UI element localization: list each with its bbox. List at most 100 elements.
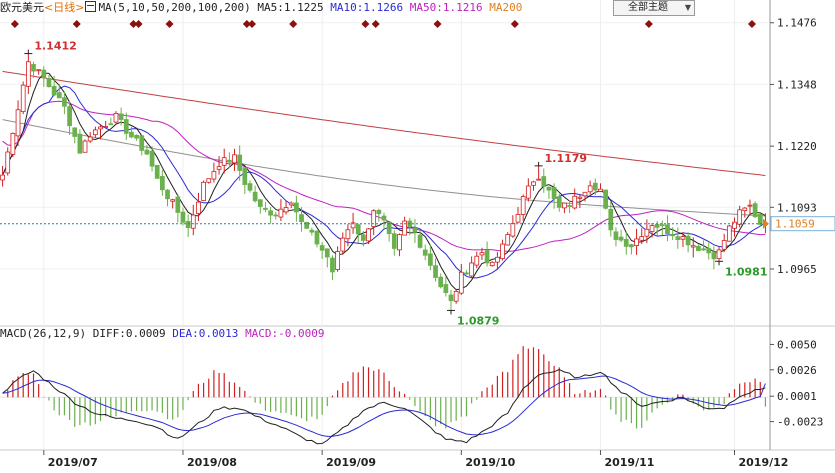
candle-5[interactable] [25, 53, 31, 94]
candle-134[interactable] [690, 237, 696, 258]
candle-30[interactable] [154, 164, 160, 179]
candle-16[interactable] [82, 139, 88, 153]
candle-142[interactable] [732, 217, 737, 237]
candle-45[interactable] [232, 148, 237, 171]
candle-117[interactable] [603, 189, 608, 210]
event-diamond-icon[interactable] [747, 20, 756, 28]
candle-115[interactable] [592, 178, 598, 196]
candle-19[interactable] [98, 124, 103, 140]
candle-1[interactable] [5, 147, 11, 176]
candle-108[interactable] [556, 193, 562, 212]
period-label[interactable]: <日线> [44, 1, 85, 14]
candle-145[interactable] [747, 199, 753, 216]
candle-130[interactable] [670, 227, 676, 240]
candle-80[interactable] [412, 219, 418, 243]
candle-138[interactable] [711, 246, 717, 270]
candle-40[interactable] [206, 178, 212, 184]
candle-52[interactable] [268, 206, 273, 224]
candle-126[interactable] [649, 223, 655, 238]
candle-39[interactable] [201, 180, 206, 201]
candle-59[interactable] [304, 221, 310, 229]
candle-44[interactable] [227, 152, 232, 169]
candle-61[interactable] [314, 229, 320, 248]
candle-111[interactable] [572, 188, 578, 210]
candle-114[interactable] [587, 180, 593, 195]
candle-54[interactable] [278, 199, 284, 222]
candle-95[interactable] [489, 261, 495, 267]
candle-70[interactable] [361, 231, 366, 247]
candle-69[interactable] [355, 223, 361, 243]
candle-13[interactable] [67, 100, 72, 135]
candle-49[interactable] [252, 185, 258, 203]
candle-116[interactable] [598, 183, 603, 193]
event-diamond-icon[interactable] [10, 20, 19, 28]
candle-11[interactable] [56, 83, 62, 99]
candle-63[interactable] [324, 248, 330, 268]
event-diamond-icon[interactable] [72, 20, 81, 28]
candle-84[interactable] [433, 258, 438, 282]
event-diamond-icon[interactable] [510, 20, 519, 28]
candle-129[interactable] [665, 215, 670, 242]
event-diamond-icon[interactable] [644, 20, 653, 28]
candle-57[interactable] [294, 195, 299, 222]
candle-107[interactable] [551, 183, 557, 209]
candle-35[interactable] [180, 207, 186, 226]
candle-22[interactable] [113, 111, 119, 125]
candle-50[interactable] [257, 199, 263, 214]
candle-34[interactable] [175, 193, 181, 223]
candle-87[interactable] [448, 290, 454, 311]
candle-90[interactable] [464, 270, 469, 275]
candle-113[interactable] [582, 191, 588, 202]
candle-7[interactable] [36, 69, 42, 75]
candle-118[interactable] [608, 200, 614, 237]
candle-112[interactable] [577, 193, 583, 209]
candle-146[interactable] [752, 201, 758, 218]
candle-41[interactable] [211, 162, 217, 183]
candle-132[interactable] [680, 232, 686, 247]
event-diamond-icon[interactable] [129, 20, 138, 28]
candle-81[interactable] [417, 230, 423, 249]
event-diamond-icon[interactable] [289, 20, 298, 28]
candle-135[interactable] [696, 244, 701, 252]
candle-0[interactable] [0, 165, 5, 187]
event-diamond-icon[interactable] [247, 20, 256, 28]
candle-43[interactable] [221, 148, 227, 174]
candle-97[interactable] [500, 239, 505, 261]
candle-55[interactable] [283, 201, 289, 215]
candle-85[interactable] [438, 273, 444, 289]
candle-124[interactable] [639, 228, 645, 245]
candle-9[interactable] [46, 74, 52, 88]
candle-67[interactable] [345, 224, 351, 247]
candle-106[interactable] [546, 186, 552, 200]
candle-77[interactable] [397, 233, 402, 257]
candle-4[interactable] [20, 81, 26, 115]
candle-71[interactable] [366, 227, 371, 244]
candle-143[interactable] [737, 205, 743, 228]
event-diamond-icon[interactable] [361, 20, 370, 28]
candle-60[interactable] [309, 227, 315, 236]
candle-140[interactable] [721, 233, 727, 253]
candle-51[interactable] [263, 201, 268, 213]
candle-46[interactable] [237, 145, 243, 181]
candle-65[interactable] [335, 246, 340, 272]
theme-dropdown[interactable]: 全部主题 ▼ [613, 0, 695, 16]
candle-37[interactable] [190, 204, 196, 236]
candle-24[interactable] [123, 112, 129, 140]
candlestick-series[interactable] [0, 53, 768, 311]
candle-89[interactable] [458, 263, 464, 295]
candle-72[interactable] [371, 209, 377, 236]
candle-25[interactable] [129, 126, 134, 139]
candle-3[interactable] [15, 100, 21, 146]
candle-42[interactable] [216, 156, 222, 175]
candle-147[interactable] [757, 213, 763, 227]
candle-136[interactable] [701, 240, 706, 251]
event-diamond-icon[interactable] [134, 20, 143, 28]
candle-105[interactable] [541, 168, 547, 193]
candle-83[interactable] [428, 244, 433, 271]
candle-102[interactable] [525, 178, 531, 202]
candle-123[interactable] [634, 228, 639, 255]
candle-27[interactable] [139, 135, 145, 156]
candle-75[interactable] [386, 220, 392, 242]
candle-12[interactable] [62, 91, 67, 115]
